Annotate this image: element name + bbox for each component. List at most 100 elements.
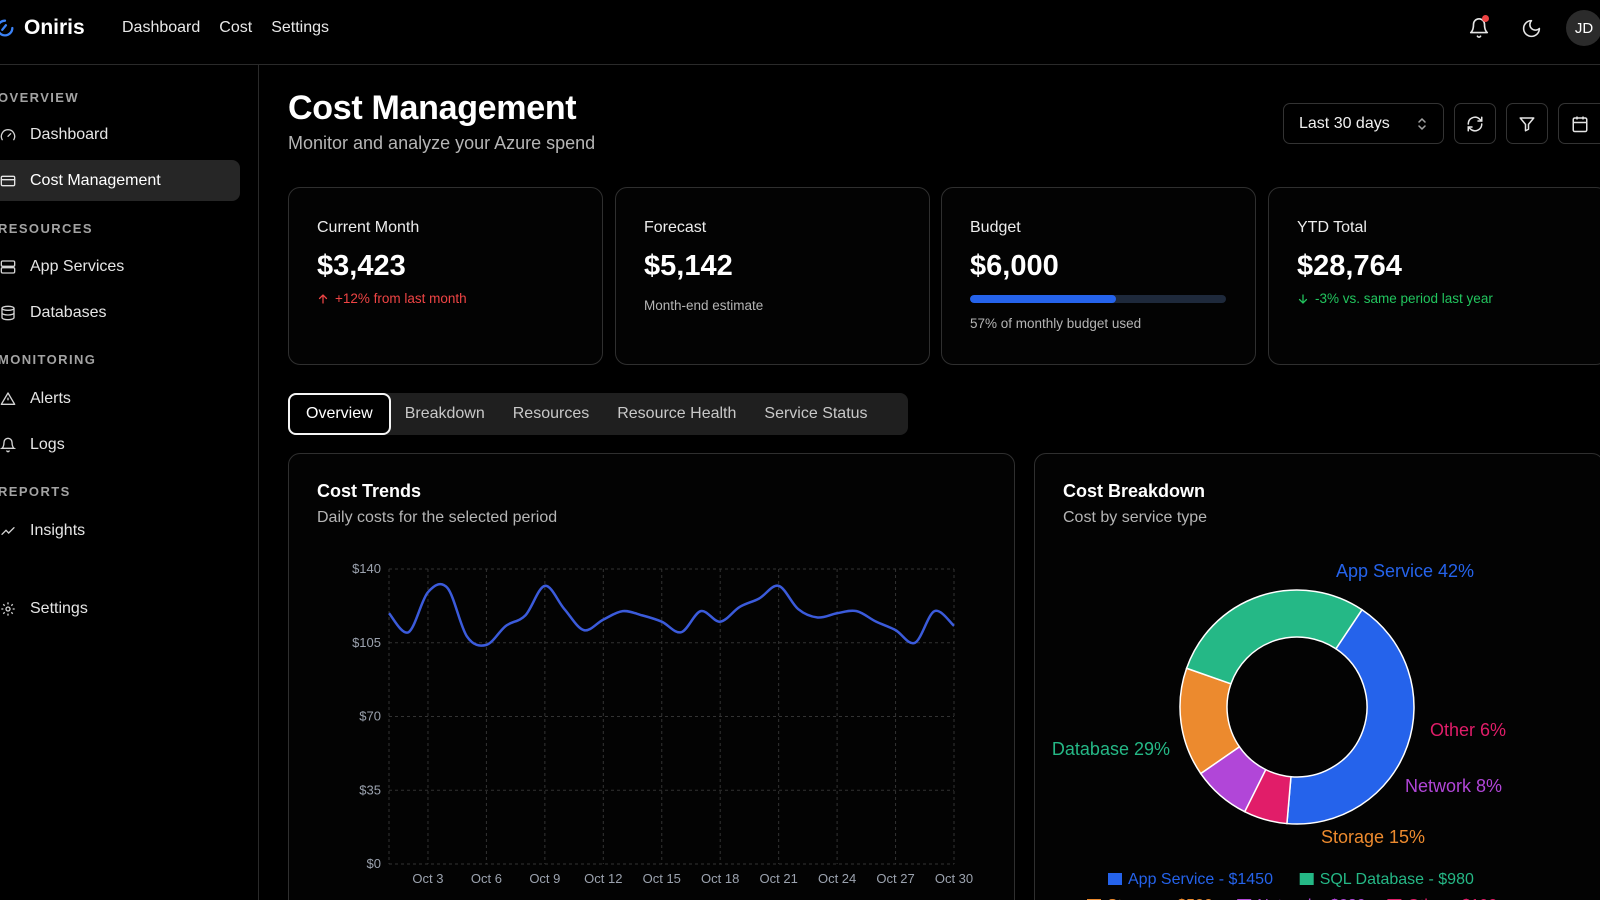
warning-icon	[0, 391, 16, 405]
tab-service-status[interactable]: Service Status	[764, 405, 868, 422]
x-tick-label: Oct 15	[643, 871, 681, 886]
x-tick-label: Oct 21	[760, 871, 798, 886]
x-tick-label: Oct 12	[584, 871, 622, 886]
topnav-dashboard[interactable]: Dashboard	[122, 19, 201, 36]
sidebar-item-insights[interactable]: Insights	[0, 510, 240, 551]
sidebar-item-dashboard[interactable]: Dashboard	[0, 114, 240, 155]
calendar-icon	[1572, 116, 1587, 132]
y-tick-label: $70	[359, 709, 381, 724]
legend-label: SQL Database - $980	[1320, 871, 1474, 888]
kpi-change-text: -3% vs. same period last year	[1315, 291, 1493, 306]
sidebar-item-logs[interactable]: Logs	[0, 424, 240, 465]
avatar[interactable]: JD	[1566, 10, 1600, 46]
sidebar-section-overview: OVERVIEW	[0, 90, 80, 105]
sidebar-section-resources: RESOURCES	[0, 221, 93, 236]
server-icon	[0, 259, 16, 274]
filter-icon	[1519, 116, 1535, 131]
brand[interactable]: Oniris	[0, 16, 85, 40]
slice-label: App Service 42%	[1336, 561, 1474, 581]
budget-progress-fill	[970, 295, 1116, 303]
cost-breakdown-card: Cost Breakdown Cost by service type App …	[1034, 453, 1600, 900]
date-range-select[interactable]: Last 30 days	[1283, 103, 1444, 144]
kpi-label: Forecast	[644, 219, 707, 236]
tab-resource-health[interactable]: Resource Health	[617, 405, 737, 422]
app-name: Oniris	[24, 16, 85, 39]
trend-icon	[1, 526, 15, 535]
sidebar-item-alerts[interactable]: Alerts	[0, 378, 240, 419]
bell-icon	[1469, 18, 1489, 38]
kpi-value: $6,000	[970, 250, 1059, 282]
cost-trends-chart: $0 $35 $70 $105 $140 Oct 3 Oct 6 Oct 9 Oct 12 Oct…	[352, 561, 973, 886]
arrow-up-icon	[318, 293, 328, 304]
refresh-icon	[1467, 116, 1483, 131]
topnav-cost[interactable]: Cost	[219, 19, 253, 36]
database-icon	[1, 305, 15, 320]
sidebar-item-cost-management[interactable]: Cost Management	[0, 160, 240, 201]
notification-dot	[1482, 15, 1489, 22]
card-title: Cost Breakdown	[1063, 481, 1206, 501]
bell-icon	[0, 437, 16, 452]
kpi-change: -3% vs. same period last year	[1297, 291, 1493, 306]
slice-label: Network 8%	[1405, 776, 1502, 796]
kpi-value: $5,142	[644, 250, 733, 282]
calendar-button[interactable]	[1558, 103, 1600, 144]
tab-overview[interactable]: Overview	[288, 393, 391, 435]
pie-slice[interactable]	[1185, 589, 1364, 685]
tab-resources[interactable]: Resources	[512, 405, 590, 422]
legend-swatch	[1108, 873, 1122, 885]
date-range-value: Last 30 days	[1299, 114, 1390, 132]
x-tick-label: Oct 24	[818, 871, 856, 886]
top-actions: JD	[1462, 10, 1600, 46]
sidebar-item-app-services[interactable]: App Services	[0, 246, 240, 287]
y-tick-label: $105	[352, 635, 381, 650]
card-title: Cost Trends	[317, 481, 422, 501]
cost-trends-card: Cost Trends Daily costs for the selected…	[288, 453, 1015, 900]
legend-label: Network - $280	[1257, 897, 1366, 900]
kpi-card-ytd-total: YTD Total $28,764 -3% vs. same period la…	[1268, 187, 1600, 365]
sidebar-item-label: Databases	[30, 303, 107, 321]
sidebar-item-databases[interactable]: Databases	[0, 292, 240, 333]
x-tick-label: Oct 3	[412, 871, 443, 886]
pie-slice[interactable]	[1286, 608, 1415, 825]
sidebar-item-settings[interactable]: Settings	[0, 588, 240, 629]
tab-breakdown[interactable]: Breakdown	[404, 405, 485, 422]
kpi-card-current-month: Current Month $3,423 +12% from last mont…	[288, 187, 603, 365]
x-tick-label: Oct 6	[471, 871, 502, 886]
series-line	[388, 582, 955, 647]
notifications-button[interactable]	[1462, 10, 1496, 46]
header-controls: Last 30 days	[1283, 103, 1600, 144]
sidebar-item-label: Cost Management	[30, 171, 161, 189]
logo-icon	[0, 19, 14, 37]
arrow-down-icon	[1298, 293, 1308, 304]
sidebar-item-label: App Services	[30, 257, 125, 275]
moon-icon	[1522, 19, 1540, 37]
card-icon	[0, 175, 16, 186]
card-subtitle: Cost by service type	[1063, 509, 1208, 526]
topnav-settings[interactable]: Settings	[271, 19, 329, 36]
filter-button[interactable]	[1506, 103, 1548, 144]
y-tick-label: $35	[359, 782, 381, 797]
x-tick-label: Oct 27	[876, 871, 914, 886]
slice-label: Other 6%	[1430, 720, 1506, 740]
chart-grid	[388, 568, 955, 865]
sidebar-item-label: Dashboard	[30, 125, 109, 143]
budget-progress-bar	[970, 295, 1226, 303]
gear-icon	[1, 601, 15, 616]
kpi-value: $3,423	[317, 250, 406, 282]
theme-toggle-button[interactable]	[1514, 10, 1548, 46]
kpi-card-forecast: Forecast $5,142 Month-end estimate	[615, 187, 930, 365]
sidebar-item-label: Insights	[30, 521, 86, 539]
legend-label: Other - $190	[1407, 897, 1497, 900]
main-content: Cost Management Monitor and analyze your…	[259, 65, 1600, 900]
sidebar-item-label: Settings	[30, 599, 88, 617]
page-title: Cost Management	[288, 89, 577, 127]
refresh-button[interactable]	[1454, 103, 1496, 144]
sidebar-section-monitoring: MONITORING	[0, 352, 97, 367]
legend-label: App Service - $1450	[1128, 871, 1273, 888]
kpi-card-budget: Budget $6,000 57% of monthly budget used	[941, 187, 1256, 365]
slice-label: Storage 15%	[1321, 827, 1425, 847]
legend-label: Storage - $520	[1107, 897, 1213, 900]
kpi-label: Current Month	[317, 219, 420, 236]
kpi-change-text: +12% from last month	[335, 291, 467, 306]
kpi-label: Budget	[970, 219, 1021, 236]
